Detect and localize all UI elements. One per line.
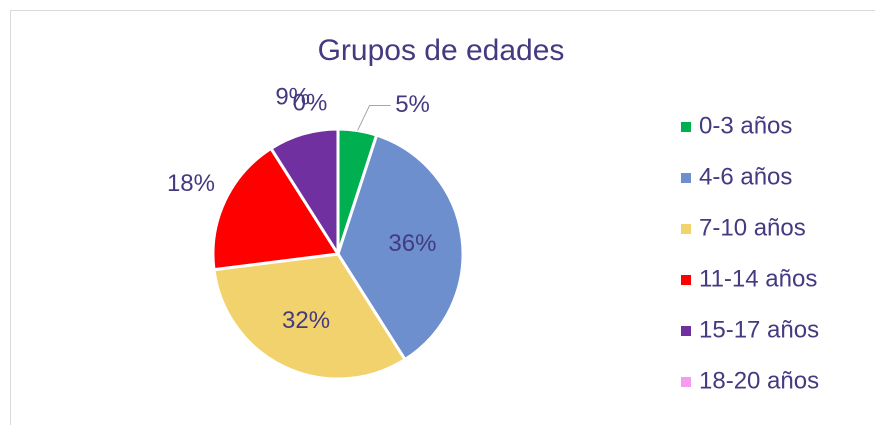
legend-swatch bbox=[681, 275, 691, 285]
legend-label: 18-20 años bbox=[699, 367, 819, 394]
legend-swatch bbox=[681, 326, 691, 336]
chart-title: Grupos de edades bbox=[318, 34, 565, 67]
data-label: 36% bbox=[388, 230, 436, 257]
pie-slice bbox=[336, 133, 465, 362]
legend-swatch bbox=[681, 377, 691, 387]
legend-label: 7-10 años bbox=[699, 214, 806, 241]
data-label: 5% bbox=[395, 91, 430, 118]
legend-swatch bbox=[681, 224, 691, 234]
pie-slice bbox=[212, 252, 408, 381]
legend-label: 15-17 años bbox=[699, 316, 819, 343]
legend-label: 11-14 años bbox=[699, 265, 817, 292]
data-label: 18% bbox=[167, 170, 215, 197]
legend-label: 0-3 años bbox=[699, 112, 792, 139]
legend-swatch bbox=[681, 173, 691, 183]
pie-slice bbox=[211, 146, 341, 272]
legend-label: 4-6 años bbox=[699, 163, 792, 190]
data-label: 32% bbox=[282, 307, 330, 334]
legend-swatch bbox=[681, 122, 691, 132]
leader-line bbox=[357, 105, 391, 131]
data-label: 9% bbox=[275, 83, 310, 110]
data-label: 0% bbox=[293, 89, 328, 116]
